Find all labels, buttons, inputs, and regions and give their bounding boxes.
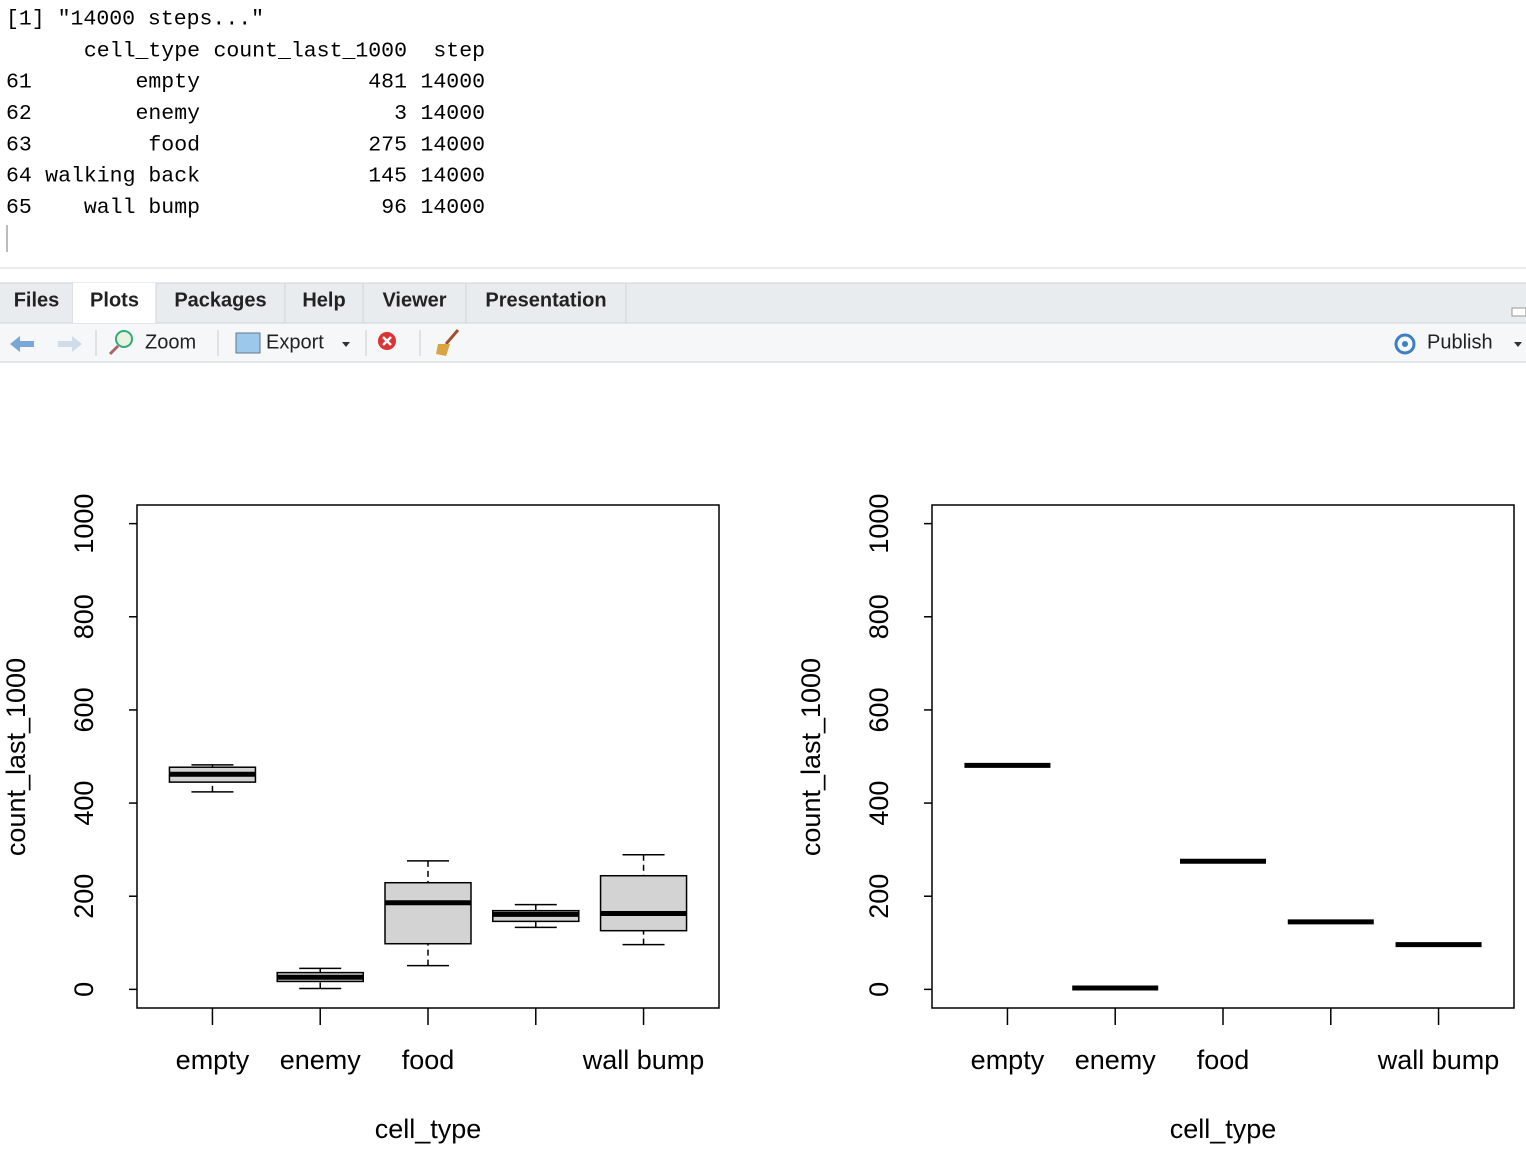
row-name: 63 xyxy=(6,133,32,157)
table-cell: 14000 xyxy=(420,133,485,157)
row-name: 65 xyxy=(6,196,32,220)
publish-label: Publish xyxy=(1427,331,1493,353)
export-button[interactable]: Export xyxy=(235,331,350,354)
toolbar xyxy=(0,323,1526,363)
x-axis-label: cell_type xyxy=(1170,1114,1277,1144)
console-pane xyxy=(0,0,1526,268)
clear-plots-button[interactable] xyxy=(436,329,460,356)
table-cell: 96 xyxy=(381,196,407,220)
table-cell: enemy xyxy=(135,102,200,126)
tab-label: Packages xyxy=(174,289,266,311)
table-cell: empty xyxy=(135,71,200,95)
y-tick-label: 1000 xyxy=(864,494,894,554)
zoom-icon xyxy=(108,344,120,356)
tab[interactable]: Viewer xyxy=(382,283,467,323)
tab-selected-bg xyxy=(73,283,156,323)
y-tick-label: 800 xyxy=(864,594,894,639)
minimize-button[interactable] xyxy=(1511,307,1526,317)
y-tick-label: 0 xyxy=(69,982,99,997)
row-name: 61 xyxy=(6,71,32,95)
x-tick-label: enemy xyxy=(1075,1045,1157,1075)
x-axis-label: cell_type xyxy=(375,1114,482,1144)
publish-icon xyxy=(1402,341,1408,347)
tab-label: Presentation xyxy=(485,289,606,311)
table-cell: 275 xyxy=(368,133,407,157)
remove-icon xyxy=(382,336,392,346)
tab[interactable]: Plots xyxy=(73,283,157,323)
row-name: 64 xyxy=(6,165,32,189)
table-header: cell_type xyxy=(84,40,200,64)
x-tick-label: empty xyxy=(971,1045,1045,1075)
box xyxy=(384,881,472,945)
y-tick-label: 400 xyxy=(864,781,894,826)
table-cell: 145 xyxy=(368,165,407,189)
forward-button[interactable] xyxy=(58,336,82,352)
x-tick-label: empty xyxy=(176,1045,250,1075)
y-axis-label: count_last_1000 xyxy=(796,658,826,856)
x-tick-label: food xyxy=(1197,1045,1250,1075)
tab-label: Viewer xyxy=(382,289,446,311)
tab[interactable]: Presentation xyxy=(485,283,627,323)
tab[interactable]: Help xyxy=(302,283,364,323)
tab-label: Plots xyxy=(90,289,139,311)
table-cell: food xyxy=(148,133,200,157)
x-tick-label: wall bump xyxy=(1377,1045,1500,1075)
console-output: [1] "14000 steps..." xyxy=(6,8,264,32)
publish-icon xyxy=(1394,333,1416,355)
tab[interactable]: Packages xyxy=(174,283,286,323)
tab-bar xyxy=(0,283,1526,323)
table-cell: 3 xyxy=(394,102,407,126)
export-label: Export xyxy=(266,331,324,353)
y-tick-label: 1000 xyxy=(69,494,99,554)
zoom-label: Zoom xyxy=(145,331,196,353)
x-tick-label: wall bump xyxy=(582,1045,705,1075)
y-tick-label: 800 xyxy=(69,594,99,639)
tab-label: Files xyxy=(14,289,60,311)
y-tick-label: 0 xyxy=(864,982,894,997)
table-header: count_last_1000 xyxy=(213,40,407,64)
x-tick-label: enemy xyxy=(280,1045,362,1075)
table-cell: 14000 xyxy=(420,71,485,95)
box xyxy=(599,874,688,932)
x-tick-label: food xyxy=(402,1045,455,1075)
back-button[interactable] xyxy=(10,336,34,352)
dropdown-arrow xyxy=(1514,342,1522,347)
y-axis-label: count_last_1000 xyxy=(1,658,31,856)
dropdown-arrow xyxy=(342,342,350,347)
row-name: 62 xyxy=(6,102,32,126)
y-tick-label: 400 xyxy=(69,781,99,826)
broom-icon xyxy=(444,329,460,345)
y-tick-label: 200 xyxy=(69,874,99,919)
publish-button[interactable]: Publish xyxy=(1394,331,1522,355)
table-cell: wall bump xyxy=(84,196,200,220)
tab-label: Help xyxy=(302,289,345,311)
zoom-icon xyxy=(115,330,133,348)
export-icon xyxy=(235,332,261,354)
table-cell: 481 xyxy=(368,71,407,95)
plot-frame xyxy=(931,504,1515,1009)
zoom-button[interactable]: Zoom xyxy=(108,330,196,356)
table-cell: 14000 xyxy=(420,102,485,126)
table-header: step xyxy=(433,40,485,64)
table-cell: 14000 xyxy=(420,196,485,220)
y-tick-label: 600 xyxy=(864,687,894,732)
y-tick-label: 200 xyxy=(864,874,894,919)
remove-plot-button[interactable] xyxy=(378,332,396,350)
table-cell: 14000 xyxy=(420,165,485,189)
table-cell: walking back xyxy=(45,165,200,189)
broom-icon xyxy=(436,344,450,356)
y-tick-label: 600 xyxy=(69,687,99,732)
